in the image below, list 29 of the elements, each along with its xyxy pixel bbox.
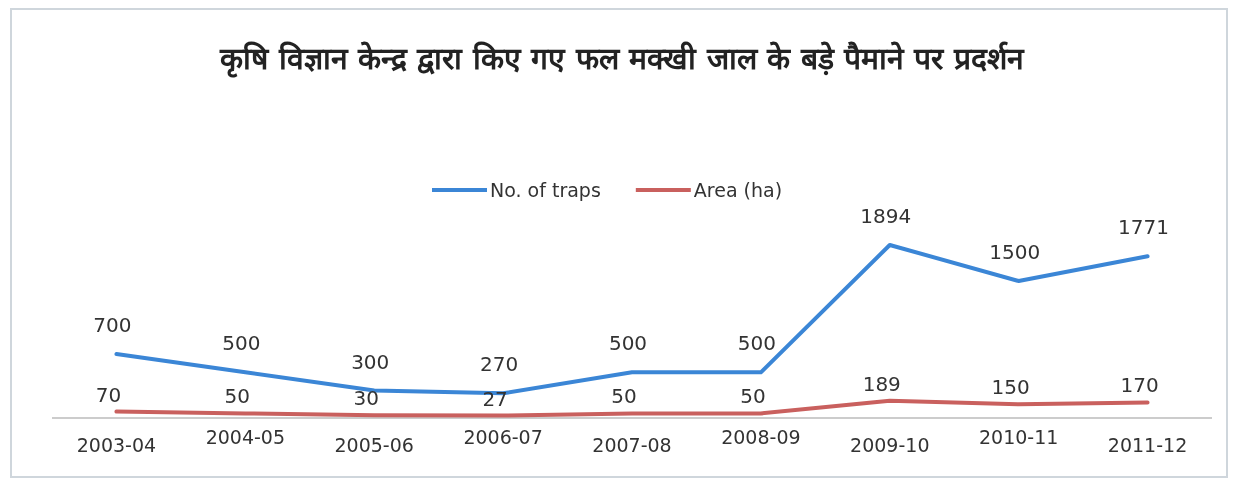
data-label: 700 xyxy=(93,313,132,338)
x-tick-label: 2005-06 xyxy=(334,434,414,456)
data-label: 1500 xyxy=(989,239,1041,264)
x-tick-label: 2008-09 xyxy=(721,426,801,448)
legend-label: Area (ha) xyxy=(693,179,783,201)
data-label: 50 xyxy=(611,384,637,409)
data-label: 500 xyxy=(222,331,261,356)
data-label: 189 xyxy=(862,371,901,396)
x-tick-label: 2011-12 xyxy=(1107,434,1188,456)
x-tick-label: 2010-11 xyxy=(978,426,1059,448)
data-label: 170 xyxy=(1120,373,1159,398)
data-label: 50 xyxy=(224,384,251,409)
data-label: 1771 xyxy=(1118,215,1170,240)
data-label: 50 xyxy=(740,384,766,409)
legend-label: No. of traps xyxy=(490,179,601,201)
x-tick-label: 2007-08 xyxy=(592,434,672,456)
data-label: 500 xyxy=(737,331,776,356)
data-label: 70 xyxy=(95,382,122,407)
x-tick-label: 2006-07 xyxy=(463,426,543,448)
x-tick-label: 2009-10 xyxy=(850,434,930,456)
data-label: 30 xyxy=(353,386,379,411)
data-label: 500 xyxy=(608,331,648,356)
data-label: 270 xyxy=(480,352,519,377)
data-label: 300 xyxy=(351,349,390,374)
chart-title: कृषि विज्ञान केन्द्र द्वारा किए गए फल मक्खी जाल के बड़े पैमाने पर प्रदर्शन xyxy=(218,40,1026,78)
data-label: 150 xyxy=(991,375,1030,400)
x-tick-label: 2004-05 xyxy=(205,426,286,448)
data-label: 1894 xyxy=(860,204,912,228)
x-tick-label: 2003-04 xyxy=(76,434,157,456)
